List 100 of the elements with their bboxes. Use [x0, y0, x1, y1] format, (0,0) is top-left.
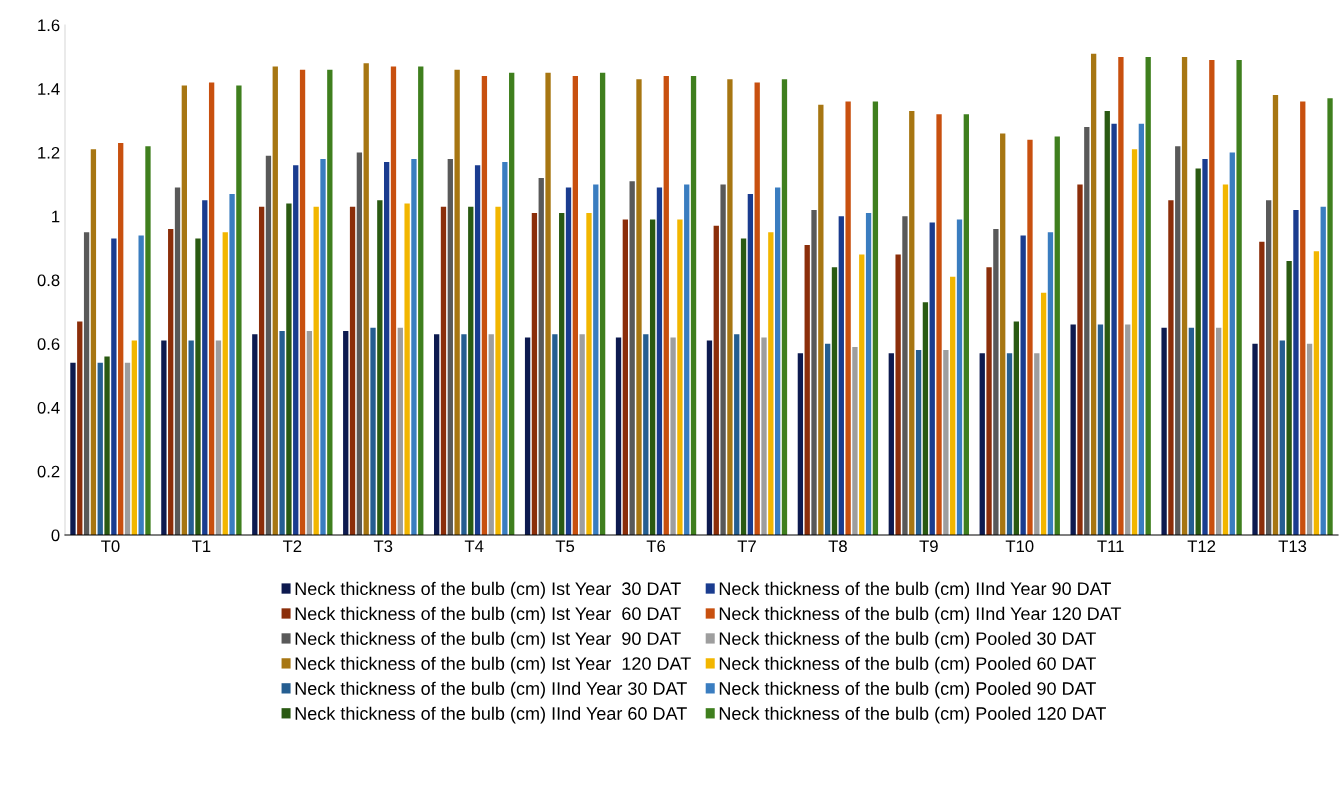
bar: [1020, 235, 1026, 535]
bar: [720, 184, 726, 535]
bar: [538, 178, 544, 535]
bar: [599, 72, 606, 535]
bar: [1000, 133, 1006, 535]
bar: [1145, 56, 1151, 535]
bar: [1209, 60, 1215, 535]
bar: [384, 162, 390, 535]
bar: [663, 76, 669, 535]
legend-label: Neck thickness of the bulb (cm) Pooled 90 DAT: [719, 681, 1096, 699]
x-tick-label: T5: [555, 540, 575, 553]
bar: [649, 219, 656, 535]
bar: [1125, 324, 1131, 535]
bar: [1286, 260, 1292, 535]
x-tick-label: T0: [101, 540, 120, 553]
bar: [90, 149, 97, 535]
bar: [818, 104, 824, 535]
bar: [979, 353, 985, 535]
bar: [727, 79, 733, 535]
bar: [872, 101, 879, 535]
bar: [327, 69, 333, 535]
bar: [852, 346, 858, 535]
bar: [320, 158, 326, 535]
bar: [502, 162, 508, 535]
bar: [131, 340, 137, 535]
bar: [111, 238, 117, 535]
bar: [481, 76, 488, 535]
x-tick-label: T7: [737, 540, 756, 552]
bar: [629, 181, 635, 535]
bar: [299, 69, 306, 535]
bar: [306, 331, 313, 535]
bar: [956, 219, 963, 535]
x-tick-label: T4: [464, 540, 484, 552]
bar: [208, 82, 215, 535]
bar: [440, 206, 447, 535]
x-tick-label: T8: [828, 540, 847, 553]
bar: [1313, 251, 1320, 535]
bar: [1034, 353, 1040, 535]
bar: [734, 334, 740, 535]
bar: [1040, 292, 1047, 535]
x-tick-label: T9: [919, 540, 938, 553]
bar: [950, 276, 956, 535]
y-tick-label: 1.2: [38, 146, 60, 159]
bar: [902, 216, 908, 535]
legend-label: Neck thickness of the bulb (cm) Pooled 120 DAT: [719, 706, 1106, 724]
bar: [1118, 56, 1124, 535]
bar: [845, 101, 851, 535]
legend-label: Neck thickness of the bulb (cm) Pooled 60 DAT: [719, 656, 1096, 674]
bar: [1006, 353, 1013, 535]
bar: [1306, 343, 1313, 535]
bar: [168, 229, 174, 535]
bar: [124, 362, 131, 535]
bar: [1090, 53, 1097, 535]
y-tick-label: 0.4: [37, 401, 60, 414]
bar: [1161, 327, 1167, 535]
bar: [1266, 200, 1272, 535]
bar: [825, 343, 831, 535]
bar: [411, 158, 417, 535]
bar: [797, 353, 804, 535]
legend-label: Neck thickness of the bulb (cm) Ist Year 60 DAT: [295, 606, 681, 624]
bar: [684, 184, 690, 535]
y-tick-label: 1: [52, 210, 60, 223]
bar: [936, 114, 942, 535]
bar: [83, 232, 90, 535]
bar: [593, 184, 599, 535]
bar: [161, 340, 167, 535]
bar: [222, 232, 228, 535]
bar: [615, 337, 622, 535]
bar: [572, 76, 578, 535]
bar: [963, 114, 969, 535]
bar: [859, 254, 865, 535]
bar: [1252, 343, 1258, 535]
bar: [404, 203, 410, 535]
bar: [586, 213, 592, 535]
bar: [670, 337, 676, 535]
bar: [97, 362, 103, 535]
bar: [343, 331, 349, 535]
bar: [1077, 184, 1083, 535]
bar: [565, 187, 572, 535]
bar: [1104, 111, 1110, 535]
x-tick-label: T12: [1187, 540, 1216, 552]
bar: [1293, 209, 1299, 535]
bar: [1054, 136, 1060, 535]
bar: [313, 206, 319, 535]
bar: [986, 267, 992, 535]
bar: [781, 79, 788, 535]
bar: [265, 155, 272, 535]
bar: [1027, 139, 1033, 535]
bar: [1175, 146, 1181, 535]
bar: [1320, 206, 1326, 535]
bar: [943, 350, 949, 535]
bar: [811, 209, 817, 535]
bar: [915, 350, 922, 535]
bar: [1131, 149, 1138, 535]
legend-label: Neck thickness of the bulb (cm) Pooled 30 DAT: [719, 631, 1096, 649]
bar: [145, 146, 151, 535]
bar: [929, 222, 935, 535]
bar: [1047, 232, 1054, 535]
x-tick-label: T11: [1097, 540, 1124, 552]
bar: [370, 327, 376, 535]
